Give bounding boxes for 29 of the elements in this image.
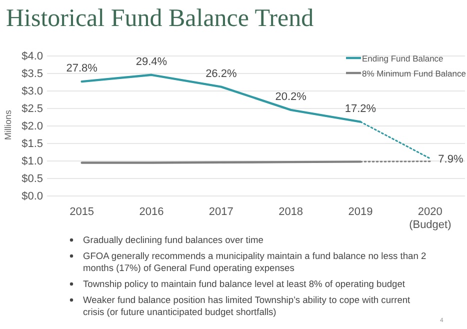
y-tick-label: $0.5 [22,173,43,186]
x-tick-label: 2018 [278,206,304,218]
x-tick-label: 2020 (Budget) [409,206,452,231]
annotation: 17.2% [344,102,376,115]
annotation: 29.4% [136,56,168,68]
legend-label: Ending Fund Balance [362,54,444,64]
text: Weaker fund balance position has limited Township’s ability to cope with current crisis (or future unanticipated budget shortfalls) [83,295,411,317]
annotation: 20.2% [275,90,307,103]
y-tick-label: $1.5 [22,138,43,150]
x-tick-label: 2015 [70,206,94,218]
y-tick-label: $4.0 [22,50,43,63]
text: Township policy to maintain fund balance level at least 8% of operating budget [83,279,406,289]
annotation: 7.9% [438,154,464,166]
chart-title: Historical Fund Balance Trend [6,5,314,32]
y-tick-label: $2.5 [22,103,43,116]
y-tick-label: $3.5 [22,68,43,80]
y-tick-label: $2.0 [22,120,43,133]
y-tick-label: $0.0 [22,190,43,203]
annotation: 27.8% [66,62,98,75]
y-axis-title: Millions [3,110,13,140]
legend-label: 8% Minimum Fund Balance [362,68,466,78]
text: Gradually declining fund balances over time [83,235,264,245]
annotation: 26.2% [206,68,237,80]
y-tick-label: $3.0 [22,86,43,98]
y-tick-label: $1.0 [22,156,43,168]
x-tick-label: 2016 [139,206,164,218]
text: GFOA generally recommends a municipality maintain a fund balance no less than 2 months (17%) of General Fund operating expenses [83,251,426,273]
x-tick-label: 2019 [348,206,373,218]
x-tick-label: 2017 [208,206,234,218]
